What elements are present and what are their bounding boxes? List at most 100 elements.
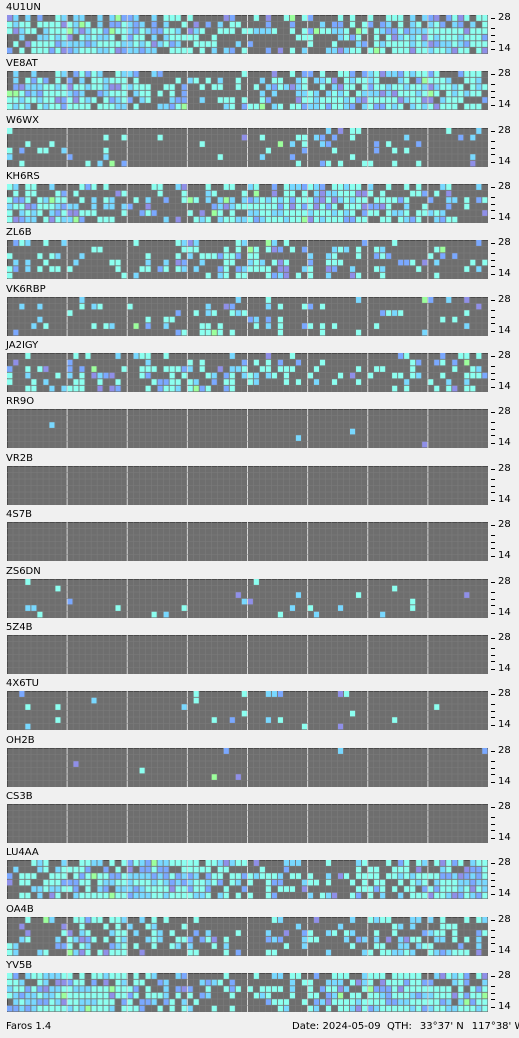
signal-cell bbox=[403, 184, 410, 190]
signal-cell bbox=[121, 134, 127, 141]
signal-cell bbox=[145, 372, 151, 379]
signal-cell bbox=[265, 886, 271, 892]
axis-tick bbox=[491, 197, 495, 198]
signal-cell bbox=[373, 47, 380, 54]
signal-cell bbox=[445, 866, 452, 873]
signal-cell bbox=[229, 879, 235, 886]
signal-cell bbox=[409, 873, 416, 879]
signal-cell bbox=[25, 210, 31, 216]
signal-cells bbox=[7, 973, 488, 1012]
signal-cell bbox=[361, 84, 368, 90]
signal-cell bbox=[265, 323, 271, 329]
signal-cell bbox=[445, 203, 452, 210]
signal-cell bbox=[115, 879, 121, 886]
signal-cell bbox=[31, 216, 37, 223]
signal-cell bbox=[175, 259, 181, 266]
signal-cell bbox=[253, 210, 259, 216]
signal-cell bbox=[421, 28, 428, 34]
signal-grid bbox=[7, 917, 488, 956]
signal-cell bbox=[433, 34, 440, 41]
signal-cell bbox=[373, 41, 380, 47]
signal-cell bbox=[277, 359, 283, 366]
signal-cell bbox=[37, 197, 43, 203]
signal-cell bbox=[277, 246, 283, 253]
signal-cell bbox=[361, 999, 368, 1005]
signal-cell bbox=[445, 184, 452, 190]
signal-cell bbox=[367, 892, 374, 899]
signal-cell bbox=[109, 999, 115, 1005]
signal-cell bbox=[307, 323, 314, 329]
signal-cell bbox=[475, 184, 482, 190]
signal-cell bbox=[67, 77, 73, 84]
signal-cell bbox=[13, 203, 19, 210]
signal-cell bbox=[379, 943, 386, 949]
signal-cell bbox=[271, 240, 277, 246]
axis-tick bbox=[491, 694, 495, 695]
signal-cell bbox=[295, 873, 302, 879]
signal-cell bbox=[19, 992, 25, 999]
axis-tick bbox=[491, 310, 495, 311]
signal-cell bbox=[325, 1005, 332, 1012]
signal-cell bbox=[325, 879, 332, 886]
signal-cell bbox=[451, 860, 458, 866]
signal-cell bbox=[151, 47, 157, 54]
signal-cell bbox=[361, 886, 368, 892]
signal-cell bbox=[433, 949, 440, 956]
signal-cell bbox=[127, 15, 133, 21]
signal-cell bbox=[151, 15, 157, 21]
signal-cell bbox=[121, 34, 127, 41]
signal-cell bbox=[289, 973, 295, 979]
signal-cell bbox=[463, 999, 470, 1005]
signal-cell bbox=[25, 973, 31, 979]
axis-label-top: 28 bbox=[498, 350, 511, 361]
signal-cell bbox=[439, 917, 446, 923]
signal-cell bbox=[343, 103, 350, 110]
signal-cell bbox=[175, 860, 181, 866]
signal-cell bbox=[391, 1005, 398, 1012]
signal-cell bbox=[427, 949, 434, 956]
signal-cell bbox=[169, 879, 175, 886]
axis-label-bottom: 14 bbox=[498, 776, 511, 787]
signal-cell bbox=[289, 141, 295, 147]
signal-cell bbox=[217, 197, 223, 203]
signal-cell bbox=[175, 986, 181, 992]
signal-cell bbox=[301, 147, 308, 154]
signal-cell bbox=[49, 986, 55, 992]
signal-cell bbox=[265, 203, 271, 210]
signal-cell bbox=[433, 973, 440, 979]
signal-cell bbox=[385, 992, 392, 999]
signal-cell bbox=[157, 992, 163, 999]
signal-cell bbox=[337, 97, 344, 103]
signal-cell bbox=[157, 190, 163, 197]
signal-cell bbox=[451, 97, 458, 103]
signal-cell bbox=[217, 77, 223, 84]
axis-label-top: 28 bbox=[498, 12, 511, 23]
signal-cell bbox=[187, 253, 193, 259]
signal-cell bbox=[247, 28, 253, 34]
signal-cell bbox=[295, 184, 302, 190]
signal-cell bbox=[415, 210, 422, 216]
signal-cell bbox=[97, 160, 103, 167]
signal-cell bbox=[211, 41, 217, 47]
signal-cell bbox=[103, 47, 109, 54]
signal-cell bbox=[115, 605, 121, 611]
signal-cell bbox=[79, 385, 85, 392]
signal-cell bbox=[151, 611, 157, 618]
signal-cell bbox=[73, 979, 79, 986]
signal-cell bbox=[163, 866, 169, 873]
signal-cell bbox=[211, 203, 217, 210]
signal-cell bbox=[235, 266, 241, 272]
signal-cell bbox=[205, 77, 211, 84]
signal-cell bbox=[223, 197, 229, 203]
signal-cell bbox=[313, 190, 320, 197]
signal-cell bbox=[277, 210, 283, 216]
signal-cell bbox=[181, 873, 187, 879]
signal-cell bbox=[91, 184, 97, 190]
beacon-callsign: RR9O bbox=[6, 396, 35, 407]
signal-cell bbox=[85, 992, 91, 999]
signal-cell bbox=[205, 879, 211, 886]
signal-cell bbox=[439, 41, 446, 47]
signal-cell bbox=[145, 873, 151, 879]
signal-cell bbox=[319, 141, 326, 147]
signal-cell bbox=[19, 1005, 25, 1012]
